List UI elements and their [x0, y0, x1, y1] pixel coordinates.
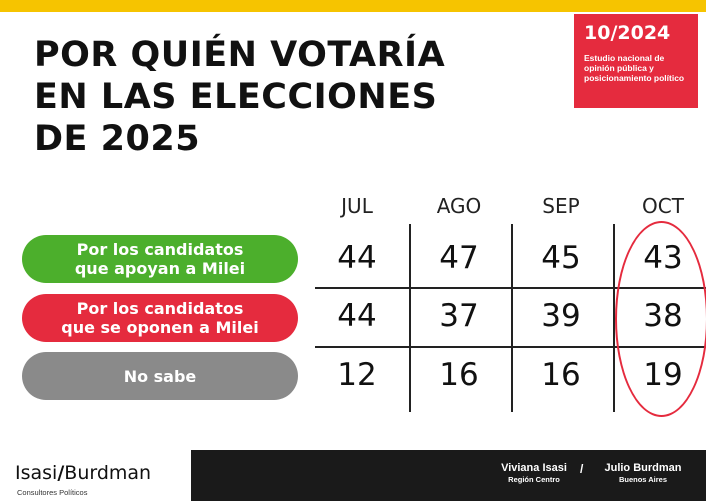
row-label-pro-milei-line-2: que apoyan a Milei [74, 259, 246, 278]
logo-subtitle: Consultores Políticos [17, 488, 88, 497]
person-1-name: Viviana Isasi [501, 462, 567, 474]
page-title: POR QUIÉN VOTARÍA EN LAS ELECCIONES DE 2… [34, 34, 554, 160]
value-anti-sep: 39 [541, 298, 581, 334]
value-pro-sep: 45 [541, 240, 581, 276]
badge-description: Estudio nacional de opinión pública y po… [584, 53, 685, 83]
row-label-pro-milei-line-1: Por los candidatos [76, 240, 244, 259]
person-1-region: Región Centro [508, 475, 560, 484]
value-anti-jul: 44 [337, 298, 377, 334]
row-label-no-sabe: No sabe [22, 352, 298, 400]
footer-separator: / [580, 462, 584, 476]
column-header-ago: AGO [436, 194, 482, 218]
grid-hline-1 [315, 287, 706, 289]
grid-vline-1 [409, 224, 411, 412]
row-label-pro-milei: Por los candidatos que apoyan a Milei [22, 235, 298, 283]
value-nosabe-jul: 12 [337, 357, 377, 393]
footer-person-2: Julio Burdman Buenos Aires [598, 462, 688, 485]
footer-bar [191, 450, 706, 501]
row-label-anti-milei: Por los candidatos que se oponen a Milei [22, 294, 298, 342]
grid-vline-2 [511, 224, 513, 412]
value-pro-ago: 47 [439, 240, 479, 276]
row-label-anti-milei-line-2: que se oponen a Milei [61, 318, 259, 337]
top-accent-bar [0, 0, 706, 12]
logo-slash: / [57, 462, 65, 484]
value-pro-jul: 44 [337, 240, 377, 276]
badge-date: 10/2024 [584, 22, 671, 44]
value-nosabe-sep: 16 [541, 357, 581, 393]
column-header-oct: OCT [642, 194, 684, 218]
column-header-jul: JUL [341, 194, 373, 218]
value-anti-ago: 37 [439, 298, 479, 334]
date-badge: 10/2024 Estudio nacional de opinión públ… [574, 14, 698, 108]
value-nosabe-ago: 16 [439, 357, 479, 393]
grid-vline-3 [613, 224, 615, 412]
brand-logo: Isasi/Burdman [15, 462, 151, 484]
oct-highlight-ellipse [615, 221, 706, 417]
footer-person-1: Viviana Isasi Región Centro [492, 462, 576, 485]
row-label-anti-milei-line-1: Por los candidatos [76, 299, 244, 318]
logo-text-left: Isasi [15, 462, 58, 484]
title-line-3: DE 2025 [34, 119, 201, 159]
title-line-2: EN LAS ELECCIONES [34, 77, 438, 117]
row-label-no-sabe-line-1: No sabe [123, 366, 197, 386]
grid-hline-2 [315, 346, 706, 348]
person-2-region: Buenos Aires [618, 475, 668, 484]
title-line-1: POR QUIÉN VOTARÍA [34, 35, 446, 75]
person-2-name: Julio Burdman [604, 462, 682, 474]
logo-text-right: Burdman [64, 462, 152, 484]
column-header-sep: SEP [542, 194, 580, 218]
